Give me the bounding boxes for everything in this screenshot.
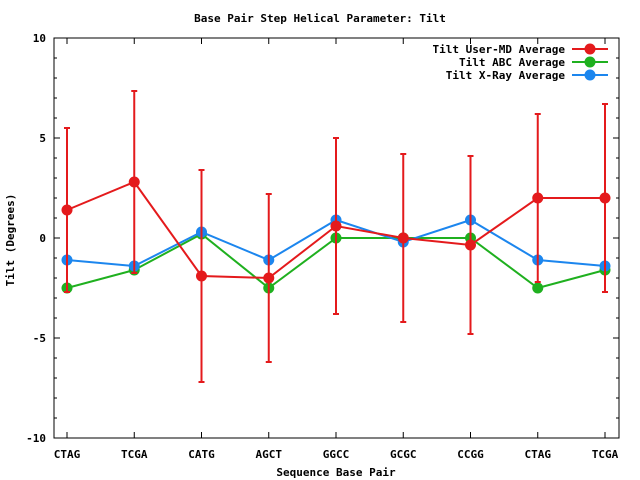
data-point — [263, 272, 275, 284]
x-tick-label: CTAG — [525, 448, 552, 461]
data-point — [330, 220, 342, 232]
y-axis-label: Tilt (Degrees) — [4, 194, 17, 287]
x-tick-label: CCGG — [457, 448, 484, 461]
legend-label: Tilt ABC Average — [459, 56, 565, 69]
data-point — [532, 192, 544, 204]
data-point — [599, 192, 611, 204]
data-point — [532, 282, 544, 294]
x-tick-label: GCGC — [390, 448, 417, 461]
y-tick-label: 10 — [33, 32, 46, 45]
x-tick-label: TCGA — [592, 448, 619, 461]
x-tick-label: GGCC — [323, 448, 350, 461]
chart-title: Base Pair Step Helical Parameter: Tilt — [194, 12, 446, 25]
x-tick-label: CTAG — [54, 448, 81, 461]
data-point — [128, 176, 140, 188]
legend-marker — [584, 43, 596, 55]
data-point — [61, 204, 73, 216]
data-point — [397, 232, 409, 244]
x-tick-label: TCGA — [121, 448, 148, 461]
legend-label: Tilt User-MD Average — [433, 43, 566, 56]
x-tick-label: CATG — [188, 448, 215, 461]
data-point — [196, 270, 207, 282]
plot-area: 10 5 0 -5 -10 CTAG TCGA CATG AGCT GGCC GCGC CCGG CTA… — [26, 32, 619, 461]
x-axis-label: Sequence Base Pair — [276, 466, 396, 479]
y-tick-label: 0 — [39, 232, 46, 245]
x-tick-label: AGCT — [256, 448, 283, 461]
data-point — [465, 239, 476, 251]
y-tick-label: -10 — [26, 432, 46, 445]
legend-marker — [584, 56, 596, 68]
series-0 — [61, 90, 611, 383]
y-tick-label: 5 — [39, 132, 46, 145]
legend-marker — [584, 69, 596, 81]
y-tick-label: -5 — [33, 332, 46, 345]
legend-label: Tilt X-Ray Average — [446, 69, 566, 82]
